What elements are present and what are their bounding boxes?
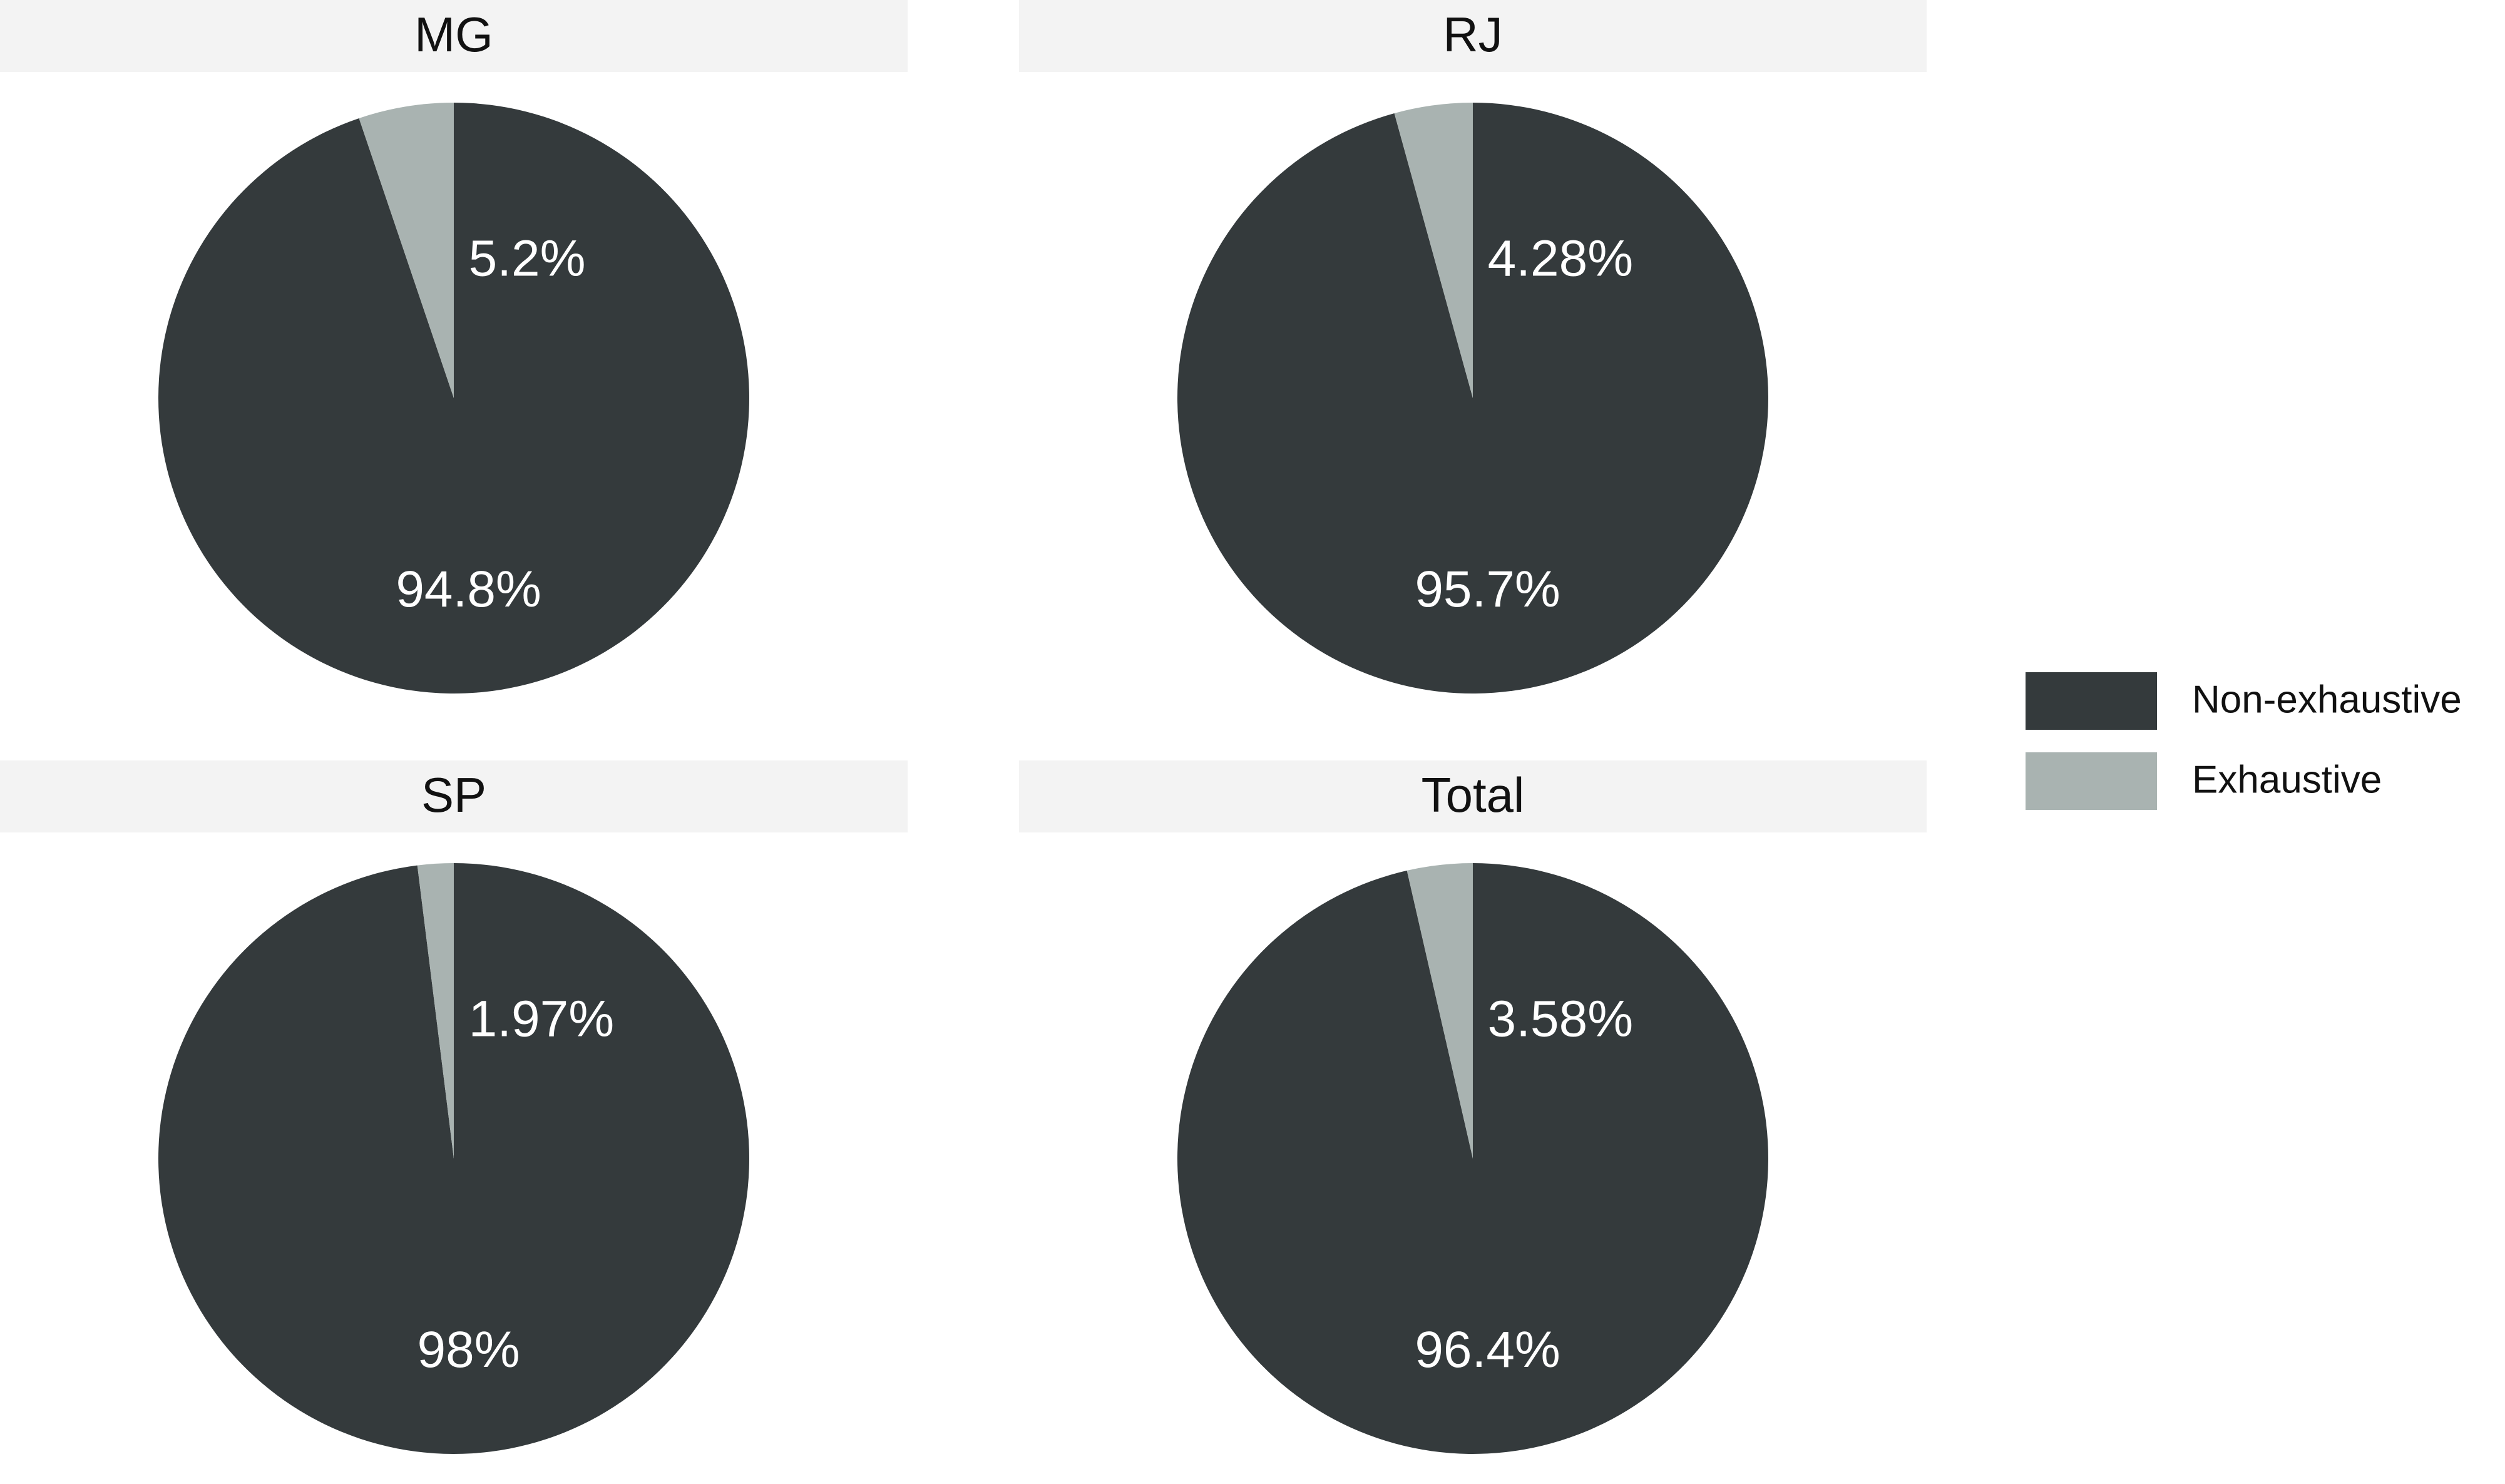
pie-slice [1177,103,1769,693]
value-label: 94.8% [396,561,541,618]
panel-title: Total [1422,767,1525,822]
legend-label: Non-exhaustive [2192,678,2462,721]
pie-slice [1177,863,1768,1455]
panel-title: MG [414,7,493,62]
panel-title: RJ [1443,7,1502,62]
value-label: 3.58% [1488,991,1634,1048]
value-label: 5.2% [469,230,586,287]
value-label: 96.4% [1415,1321,1560,1378]
value-label: 1.97% [469,991,615,1048]
pie-slice [158,103,749,693]
pie-slice [1406,863,1473,1159]
pie-slice [158,863,750,1454]
pie-slice [417,863,454,1159]
panel-title: SP [421,767,486,822]
strip-background [0,760,908,832]
strip-background [1019,0,1927,72]
pie-slice [359,103,454,398]
legend-swatch [2026,752,2157,810]
legend-label: Exhaustive [2192,758,2382,801]
value-label: 98% [418,1321,520,1378]
legend-swatch [2026,672,2157,730]
value-label: 95.7% [1415,561,1560,618]
pie-slice [1394,103,1473,398]
strip-background [0,0,908,72]
value-label: 4.28% [1488,230,1634,287]
strip-background [1019,760,1927,832]
